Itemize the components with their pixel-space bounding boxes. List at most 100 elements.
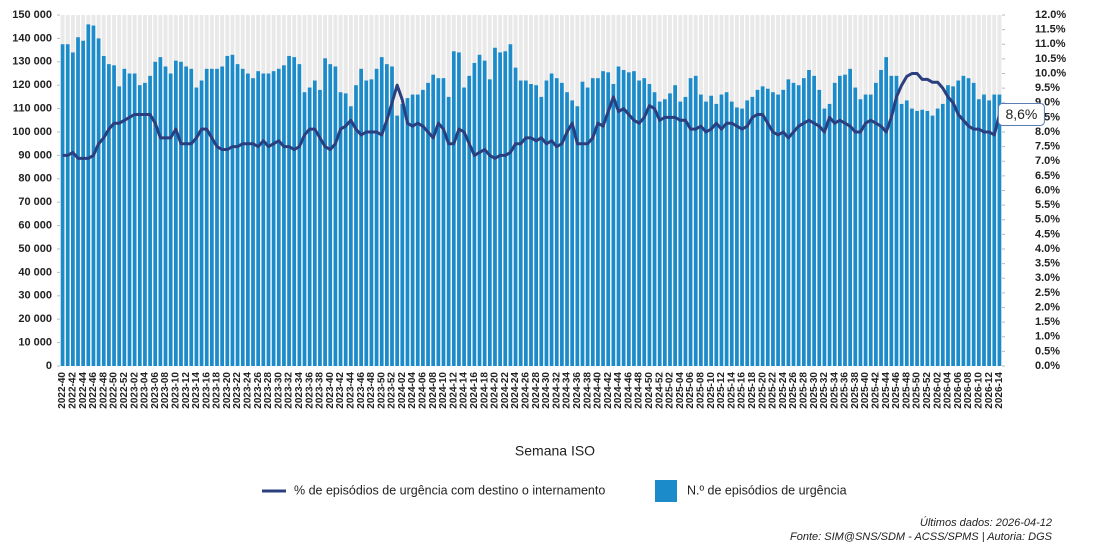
bar	[86, 24, 91, 367]
x-tick-label: 2024-20	[490, 372, 501, 409]
bar	[204, 68, 209, 366]
x-tick-label: 2025-48	[901, 372, 912, 409]
x-tick-label: 2022-44	[78, 372, 89, 409]
y2-tick-label: 9.5%	[1035, 82, 1060, 94]
bar	[508, 44, 513, 366]
bar	[143, 82, 147, 367]
bar	[884, 57, 889, 367]
x-tick-label: 2025-40	[860, 372, 871, 409]
x-tick-label: 2026-14	[994, 372, 1005, 409]
y2-tick-label: 8.0%	[1035, 126, 1060, 138]
x-tick-label: 2025-14	[726, 372, 737, 409]
y-tick-label: 40 000	[18, 266, 52, 278]
y2-tick-label: 4.5%	[1035, 228, 1060, 240]
bar	[122, 68, 127, 366]
x-tick-label: 2025-04	[675, 372, 686, 409]
bar	[240, 68, 245, 366]
bar	[359, 68, 363, 366]
y2-tick-label: 11.0%	[1035, 38, 1066, 50]
x-tick-label: 2023-36	[304, 372, 315, 409]
x-tick-label: 2023-10	[170, 372, 181, 409]
y2-tick-label: 5.0%	[1035, 214, 1060, 226]
x-tick-label: 2024-16	[469, 372, 480, 409]
bar	[786, 79, 791, 366]
bar	[822, 108, 827, 366]
bar	[163, 66, 168, 366]
bar	[271, 71, 276, 366]
bar	[740, 108, 744, 366]
bar	[621, 69, 626, 367]
x-tick-label: 2023-02	[129, 372, 140, 409]
bar	[482, 60, 487, 366]
bar	[431, 74, 436, 367]
x-tick-label: 2022-40	[57, 372, 68, 409]
bar	[60, 44, 65, 366]
bar	[137, 85, 142, 366]
bar	[333, 66, 338, 366]
bar	[127, 73, 132, 366]
bar	[194, 87, 199, 366]
bar	[843, 74, 847, 367]
bar	[246, 73, 250, 366]
bar	[312, 80, 317, 367]
legend-label: N.º de episódios de urgência	[687, 483, 847, 497]
y2-tick-label: 0.0%	[1035, 360, 1060, 372]
y-tick-label: 30 000	[18, 290, 52, 302]
x-tick-label: 2026-12	[984, 372, 995, 409]
bar	[498, 52, 502, 366]
y2-tick-label: 12.0%	[1035, 9, 1066, 21]
x-tick-label: 2023-28	[263, 372, 274, 409]
bar	[930, 115, 935, 367]
bar	[616, 66, 621, 366]
bar	[328, 64, 333, 366]
bar	[704, 101, 708, 366]
bar	[462, 87, 466, 366]
bar	[369, 79, 374, 366]
x-tick-label: 2025-20	[757, 372, 768, 409]
bar	[220, 66, 225, 366]
x-tick-label: 2023-32	[284, 372, 295, 409]
bar	[637, 80, 641, 367]
bar	[940, 103, 945, 367]
bar	[678, 101, 683, 366]
bar	[652, 92, 657, 366]
x-tick-label: 2024-06	[418, 372, 429, 409]
x-tick-label: 2024-42	[603, 372, 614, 409]
bar	[596, 78, 600, 367]
bar	[179, 61, 183, 367]
y2-tick-label: 6.0%	[1035, 184, 1060, 196]
bar	[354, 85, 358, 366]
bar	[65, 44, 70, 366]
x-tick-label: 2025-10	[706, 372, 717, 409]
y-tick-label: 150 000	[12, 9, 52, 21]
x-tick-label: 2023-40	[325, 372, 336, 409]
y-tick-label: 100 000	[12, 126, 52, 138]
bar	[580, 81, 585, 366]
bar	[899, 103, 904, 367]
bar	[81, 40, 86, 367]
y-tick-label: 70 000	[18, 196, 52, 208]
x-tick-label: 2023-14	[191, 372, 202, 409]
x-tick-label: 2023-20	[222, 372, 233, 409]
x-tick-label: 2024-18	[479, 372, 490, 409]
x-tick-label: 2025-12	[716, 372, 727, 409]
bar	[606, 72, 611, 366]
bar	[858, 99, 863, 367]
x-tick-label: 2023-04	[140, 372, 151, 409]
x-tick-label: 2022-48	[98, 372, 109, 409]
bar	[987, 100, 991, 366]
bar	[173, 60, 178, 366]
bar	[117, 86, 122, 367]
bar	[426, 82, 430, 367]
bar	[446, 96, 451, 367]
bar	[590, 78, 595, 367]
bar	[626, 72, 631, 366]
bar	[781, 89, 786, 366]
bar	[153, 61, 158, 367]
y2-tick-label: 4.0%	[1035, 243, 1060, 255]
y2-tick-label: 3.5%	[1035, 258, 1060, 270]
y2-tick-label: 2.5%	[1035, 287, 1060, 299]
bar	[554, 78, 559, 367]
bar	[343, 93, 348, 366]
bar	[765, 88, 770, 367]
